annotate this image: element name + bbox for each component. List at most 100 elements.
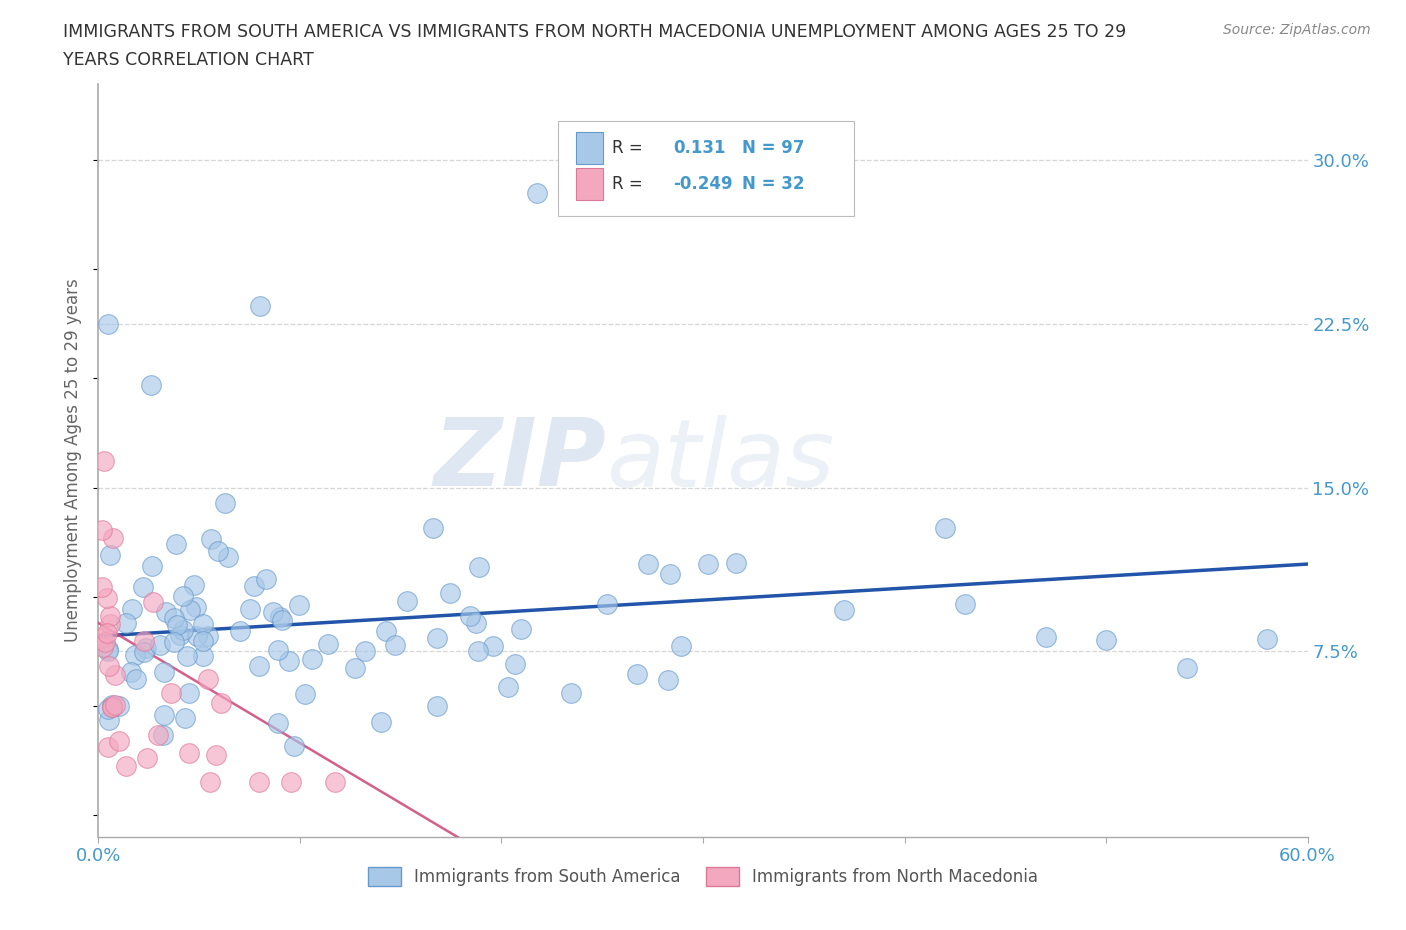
- Point: [247, 775, 270, 790]
- Point: [934, 520, 956, 535]
- Point: [104, 698, 127, 712]
- Point: [124, 647, 146, 662]
- Point: [91, 640, 114, 655]
- Text: atlas: atlas: [606, 415, 835, 506]
- Point: [176, 649, 198, 664]
- Point: [107, 698, 129, 713]
- Text: R =: R =: [613, 175, 643, 193]
- Point: [1095, 632, 1118, 647]
- Point: [115, 616, 138, 631]
- Point: [93, 454, 115, 469]
- Point: [458, 609, 481, 624]
- Text: IMMIGRANTS FROM SOUTH AMERICA VS IMMIGRANTS FROM NORTH MACEDONIA UNEMPLOYMENT AM: IMMIGRANTS FROM SOUTH AMERICA VS IMMIGRA…: [63, 23, 1126, 41]
- Point: [152, 728, 174, 743]
- Point: [136, 751, 159, 765]
- Text: 0.131: 0.131: [673, 139, 725, 157]
- Point: [177, 746, 200, 761]
- Point: [374, 623, 396, 638]
- Point: [91, 579, 114, 594]
- Point: [163, 635, 186, 650]
- Point: [465, 616, 488, 631]
- Point: [426, 698, 449, 713]
- Point: [98, 548, 121, 563]
- Point: [100, 699, 122, 714]
- Text: R =: R =: [613, 139, 643, 157]
- Bar: [576, 168, 603, 200]
- Point: [197, 629, 219, 644]
- Point: [1256, 631, 1278, 646]
- Point: [503, 658, 526, 672]
- Point: [120, 664, 142, 679]
- Point: [510, 621, 533, 636]
- Point: [172, 623, 194, 638]
- Point: [198, 775, 221, 790]
- Point: [256, 571, 278, 586]
- Point: [173, 589, 195, 604]
- Point: [179, 603, 201, 618]
- Point: [100, 699, 122, 714]
- Point: [482, 639, 505, 654]
- Point: [166, 618, 188, 632]
- Point: [135, 641, 157, 656]
- Point: [262, 604, 284, 619]
- Point: [496, 679, 519, 694]
- Point: [468, 560, 491, 575]
- Point: [160, 685, 183, 700]
- Point: [141, 558, 163, 573]
- Point: [422, 521, 444, 536]
- Point: [191, 648, 214, 663]
- Point: [94, 634, 117, 649]
- Point: [97, 641, 120, 656]
- Point: [104, 668, 127, 683]
- Point: [280, 775, 302, 790]
- Point: [114, 759, 136, 774]
- FancyBboxPatch shape: [558, 122, 855, 216]
- Point: [183, 578, 205, 592]
- Text: Source: ZipAtlas.com: Source: ZipAtlas.com: [1223, 23, 1371, 37]
- Point: [626, 667, 648, 682]
- Point: [98, 617, 121, 631]
- Point: [953, 596, 976, 611]
- Point: [426, 631, 449, 645]
- Point: [97, 644, 120, 658]
- Text: N = 32: N = 32: [742, 175, 804, 193]
- Point: [121, 602, 143, 617]
- Point: [152, 665, 174, 680]
- Point: [197, 671, 219, 686]
- Point: [370, 714, 392, 729]
- Point: [266, 715, 288, 730]
- Point: [91, 631, 114, 645]
- Point: [174, 711, 197, 725]
- Point: [101, 698, 124, 712]
- Point: [278, 654, 301, 669]
- Point: [283, 738, 305, 753]
- Point: [316, 637, 339, 652]
- Point: [162, 610, 184, 625]
- Y-axis label: Unemployment Among Ages 25 to 29 years: Unemployment Among Ages 25 to 29 years: [65, 278, 83, 643]
- Point: [467, 643, 489, 658]
- Point: [107, 734, 129, 749]
- Text: N = 97: N = 97: [742, 139, 804, 157]
- Point: [249, 299, 271, 313]
- Point: [301, 651, 323, 666]
- Point: [395, 593, 418, 608]
- Point: [238, 602, 260, 617]
- Text: -0.249: -0.249: [673, 175, 733, 193]
- Point: [294, 686, 316, 701]
- Point: [200, 531, 222, 546]
- Point: [97, 739, 120, 754]
- Point: [288, 597, 311, 612]
- Point: [344, 660, 367, 675]
- Point: [214, 496, 236, 511]
- Point: [325, 775, 347, 790]
- Point: [97, 316, 120, 331]
- Point: [1175, 661, 1198, 676]
- Point: [186, 629, 208, 644]
- Point: [96, 590, 118, 604]
- Point: [186, 600, 208, 615]
- Point: [526, 185, 548, 200]
- Text: YEARS CORRELATION CHART: YEARS CORRELATION CHART: [63, 51, 314, 69]
- Point: [271, 613, 294, 628]
- Point: [96, 625, 118, 640]
- Point: [596, 596, 619, 611]
